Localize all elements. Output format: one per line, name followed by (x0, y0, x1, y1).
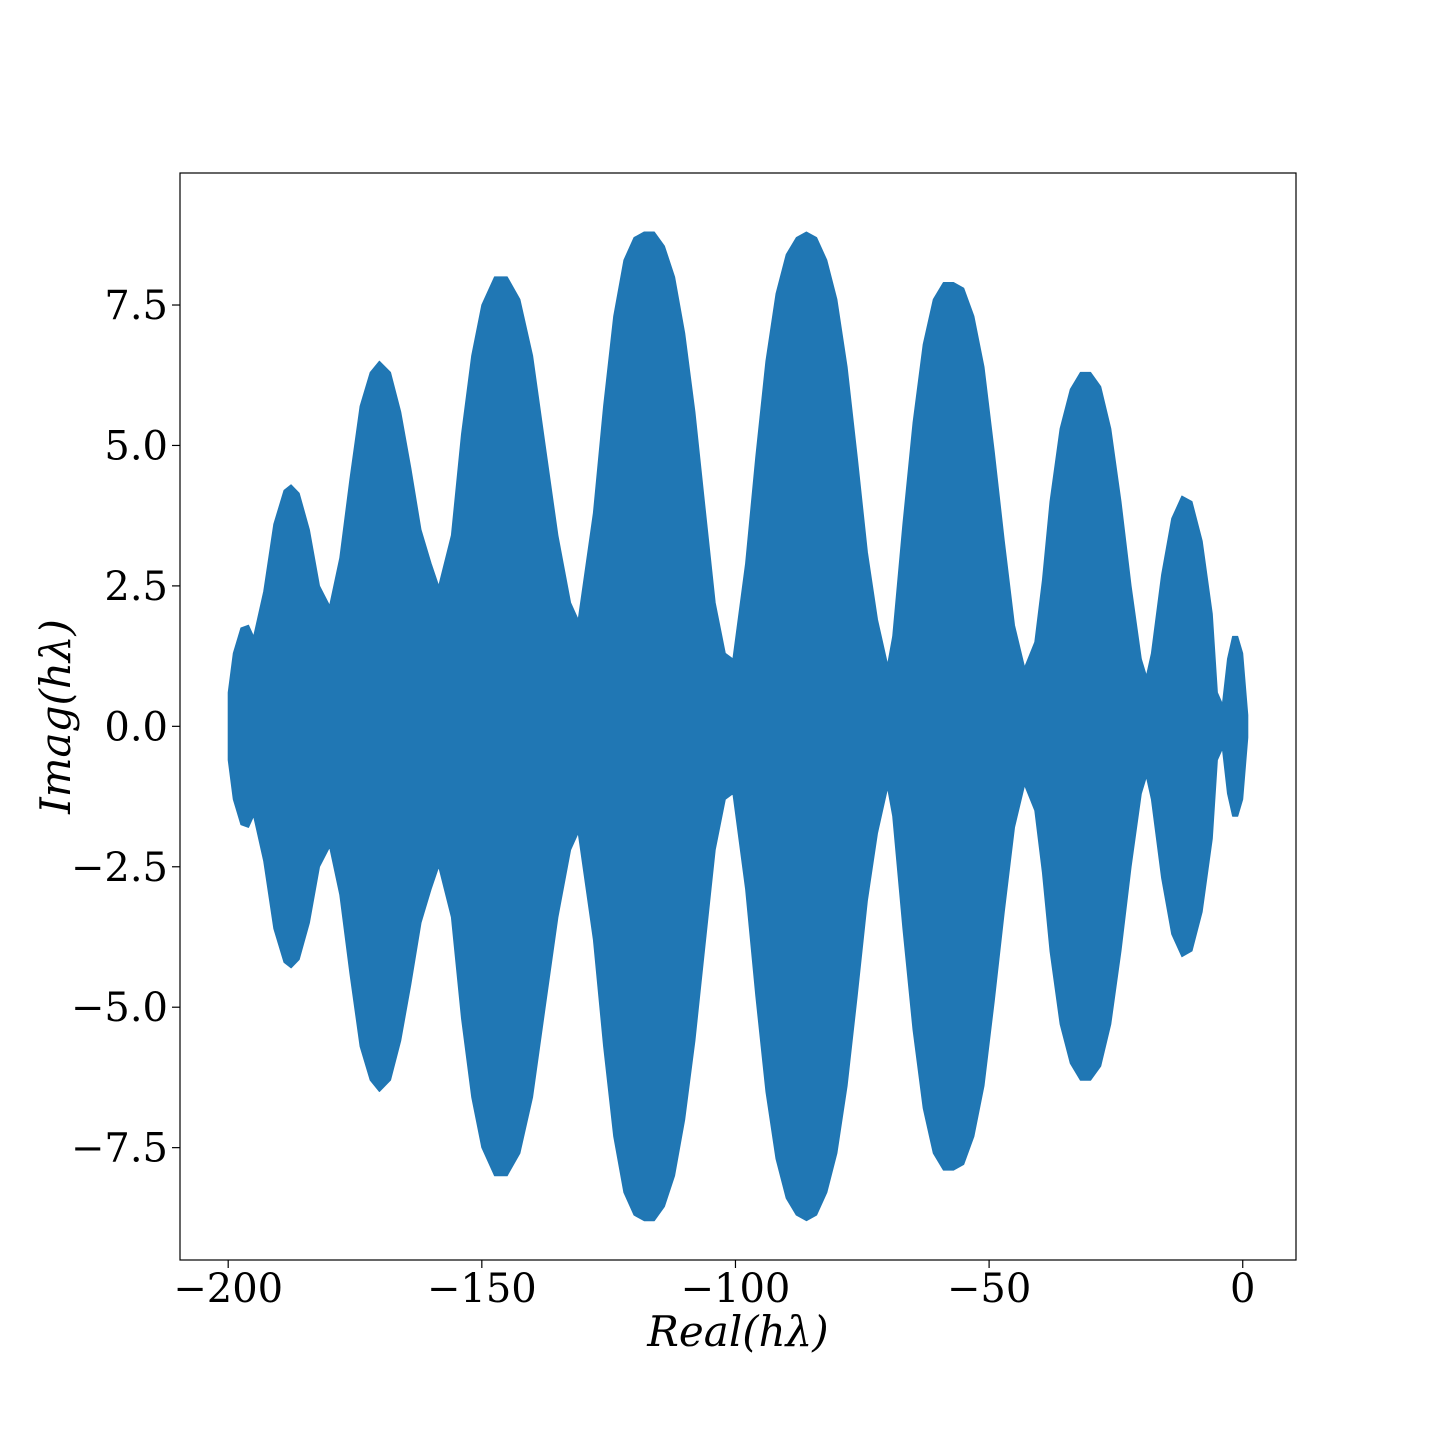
y-tick-label: 0.0 (104, 704, 168, 750)
plot-area (227, 231, 1249, 1222)
y-tick-label: −5.0 (71, 985, 168, 1031)
axes-frame (179, 172, 1297, 1261)
y-tick-label: 2.5 (104, 564, 168, 610)
y-axis-label: Imag(hλ) (31, 619, 80, 815)
x-tick-label: −100 (681, 1266, 791, 1312)
y-tick-label: −2.5 (71, 845, 168, 891)
filled-region-0 (227, 231, 1249, 1222)
x-tick-label: 0 (1230, 1266, 1255, 1312)
y-tick-label: 7.5 (104, 283, 168, 329)
x-tick-label: −50 (947, 1266, 1031, 1312)
x-axis: −200 −150 −100 −50 0 (173, 1260, 1255, 1312)
y-axis: −7.5 −5.0 −2.5 0.0 2.5 5.0 7.5 (71, 283, 180, 1172)
y-tick-label: −7.5 (71, 1126, 168, 1172)
x-axis-label: Real(hλ) (646, 1307, 828, 1356)
x-tick-label: −200 (173, 1266, 283, 1312)
x-tick-label: −150 (427, 1266, 537, 1312)
y-tick-label: 5.0 (104, 423, 168, 469)
